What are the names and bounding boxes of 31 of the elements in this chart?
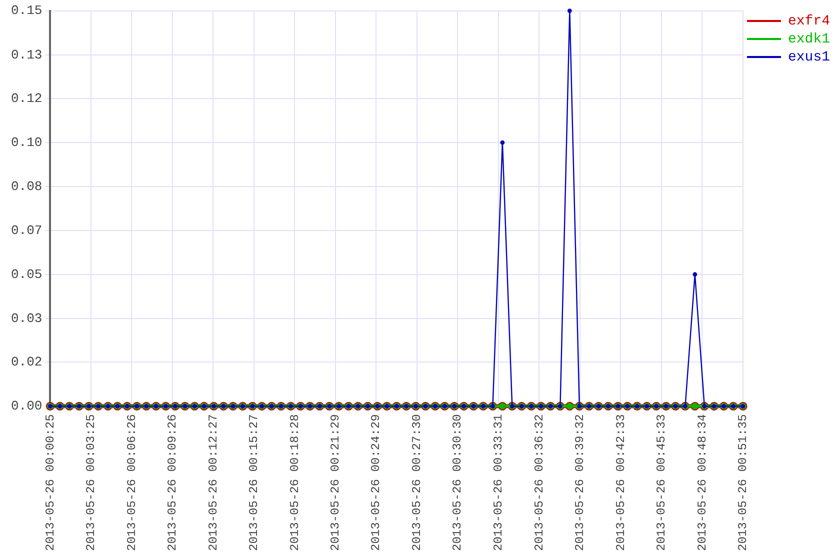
y-tick-label: 0.07 (10, 222, 42, 238)
legend-label: exfr4 (788, 14, 830, 30)
x-tick-label: 2013-05-26 00:30:30 (450, 414, 465, 552)
x-tick-label: 2013-05-26 00:27:30 (410, 414, 424, 552)
y-tick-label: 0.02 (10, 354, 42, 370)
y-tick-label: 0.03 (10, 310, 42, 326)
x-tick-label: 2013-05-26 00:33:31 (492, 414, 506, 552)
x-tick-label: 2013-05-26 00:39:32 (573, 414, 588, 552)
y-tick-label: 0.05 (10, 266, 42, 282)
x-tick-label: 2013-05-26 00:06:26 (124, 414, 139, 552)
x-tick-label: 2013-05-26 00:21:29 (328, 414, 343, 552)
x-tick-label: 2013-05-26 00:15:27 (246, 414, 261, 552)
x-tick-label: 2013-05-26 00:36:32 (532, 414, 546, 552)
x-tick-label: 2013-05-26 00:12:27 (206, 414, 220, 552)
x-tick-label: 2013-05-26 00:24:29 (369, 414, 384, 552)
x-tick-label: 2013-05-26 00:03:25 (84, 414, 98, 552)
x-tick-label: 2013-05-26 00:48:34 (695, 414, 710, 552)
y-tick-label: 0.15 (10, 3, 42, 18)
x-tick-label: 2013-05-26 00:42:33 (614, 414, 628, 552)
x-tick-label: 2013-05-26 00:09:26 (165, 414, 180, 552)
legend-label: exdk1 (788, 32, 830, 48)
y-tick-label: 0.10 (10, 135, 42, 150)
y-tick-label: 0.13 (10, 47, 42, 62)
y-tick-label: 0.12 (10, 91, 42, 106)
x-tick-label: 2013-05-26 00:51:35 (736, 414, 750, 552)
y-tick-label: 0.08 (10, 179, 42, 194)
y-tick-label: 0.00 (10, 398, 42, 414)
x-tick-label: 2013-05-26 00:00:25 (43, 414, 58, 552)
legend-label: exus1 (788, 50, 830, 66)
x-tick-label: 2013-05-26 00:45:33 (654, 414, 668, 552)
x-tick-label: 2013-05-26 00:18:28 (288, 414, 302, 552)
